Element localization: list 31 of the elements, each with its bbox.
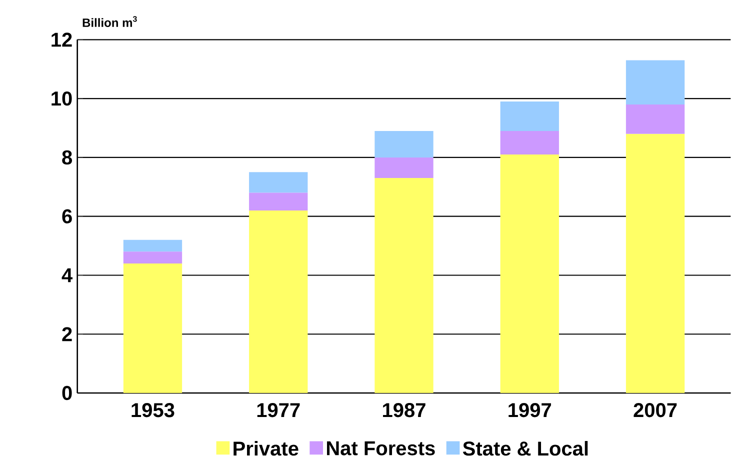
bar [626, 134, 685, 393]
y-tick-label: 2 [62, 327, 72, 342]
y-tick-label: 10 [52, 91, 72, 106]
bar [249, 210, 308, 393]
bar [123, 252, 182, 264]
bar [626, 60, 685, 104]
x-tick-label: 1953 [132, 403, 174, 418]
bar [500, 154, 559, 393]
y-tick-label: 8 [62, 150, 72, 165]
y-tick-label: 12 [52, 32, 72, 47]
x-tick-label: 2007 [634, 403, 677, 418]
bar [374, 130, 434, 158]
bar [123, 240, 182, 252]
legend-label: State & Local [462, 441, 588, 456]
bar [500, 102, 559, 131]
bar [374, 157, 434, 178]
x-tick-label: 1997 [508, 403, 552, 418]
bar [249, 192, 308, 210]
y-axis-title: Billion m$^{3}$ [82, 16, 137, 27]
x-tick-label: 1977 [257, 403, 300, 418]
y-tick-label: 0 [62, 386, 72, 400]
bar [500, 130, 559, 154]
legend-label: Private [234, 441, 298, 456]
y-tick-label: 6 [62, 209, 72, 224]
bar [123, 263, 182, 393]
bar [249, 172, 308, 193]
bar [374, 178, 434, 393]
y-tick-label: 4 [62, 268, 73, 282]
legend-label: Nat Forests [327, 441, 435, 456]
x-tick-label: 1987 [383, 403, 426, 418]
bar [626, 104, 685, 134]
